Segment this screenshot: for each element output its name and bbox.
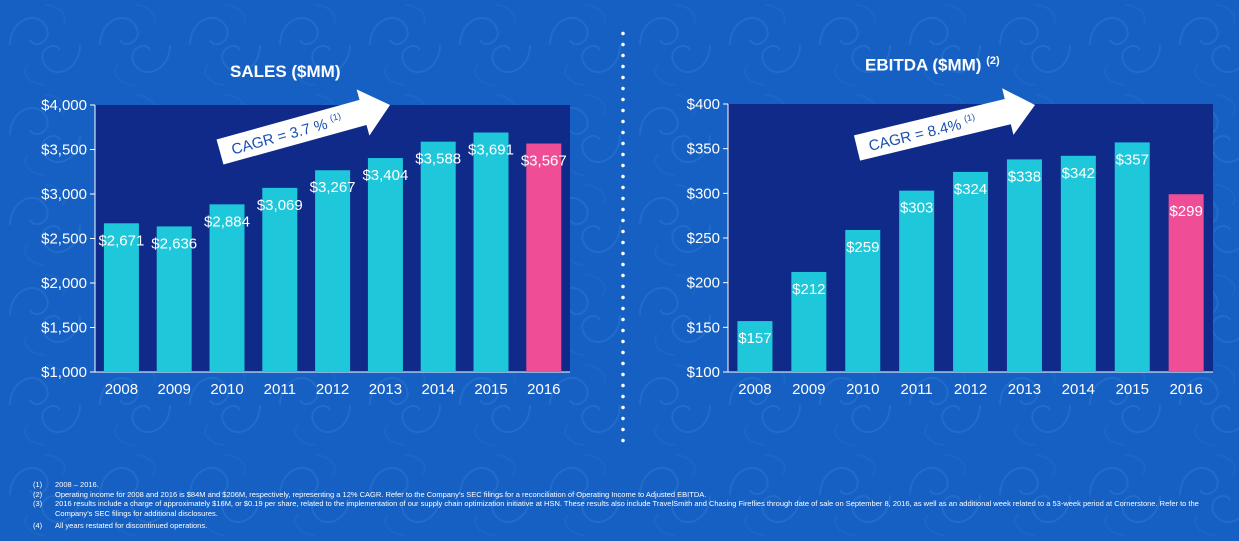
x-tick-label: 2009: [158, 381, 191, 398]
y-tick-label: $2,000: [41, 275, 87, 292]
x-tick-label: 2013: [369, 381, 402, 398]
sales-chart-panel: SALES ($MM) $1,000 $1,500 $2,000 $2,500 $3,0…: [0, 0, 600, 470]
bar-2009: [791, 271, 827, 372]
x-tick-label: 2013: [1008, 381, 1041, 398]
cagr-arrow-shape: [853, 88, 1035, 161]
footnote-number: (1): [33, 480, 43, 489]
footnote-text: 2016 results include a charge of approxi…: [55, 499, 1199, 518]
data-label: $338: [1008, 168, 1041, 185]
x-tick-label: 2010: [210, 381, 243, 398]
bar-2013: [367, 158, 403, 372]
data-label: $3,567: [521, 153, 567, 170]
y-tick-label: $350: [687, 141, 720, 158]
footnote-number: (2): [33, 489, 43, 499]
data-label: $3,588: [415, 151, 461, 168]
footnote-number: (3): [33, 499, 43, 509]
cagr-footnote: (1): [963, 112, 976, 124]
data-label: $357: [1116, 151, 1149, 168]
bar-2010: [209, 204, 245, 372]
footnote-text: Operating income for 2008 and 2016 is $8…: [55, 489, 707, 499]
bar-2012: [953, 171, 989, 372]
data-label: $212: [792, 281, 825, 298]
y-tick-label: $3,500: [41, 142, 87, 159]
ebitda-chart-title: EBITDA ($MM) (2): [865, 55, 1000, 75]
data-label: $3,404: [362, 167, 408, 184]
footnote-number: (4): [33, 521, 43, 531]
data-label: $324: [954, 181, 987, 198]
data-label: $157: [738, 330, 771, 347]
y-tick-label: $2,500: [41, 231, 87, 248]
bar-2013: [1006, 159, 1042, 372]
ebitda-chart-panel: EBITDA ($MM) (2) $100 $150 $200 $250 $300 $35…: [635, 0, 1239, 470]
x-tick-label: 2015: [474, 381, 507, 398]
ebitda-title-footnote: (2): [986, 55, 1000, 67]
y-tick-label: $4,000: [41, 97, 87, 114]
y-tick-label: $250: [687, 230, 720, 247]
footnote-4: (4) All years restated for discontinued …: [33, 521, 1223, 531]
bar-2012: [315, 170, 351, 372]
bar-2009: [156, 226, 192, 372]
y-tick-label: $1,500: [41, 320, 87, 337]
y-tick-label: $3,000: [41, 186, 87, 203]
x-tick-label: 2008: [738, 381, 771, 398]
data-label: $2,636: [151, 235, 197, 252]
bar-2016: [526, 143, 562, 372]
data-label: $3,069: [257, 197, 303, 214]
x-tick-label: 2011: [264, 381, 296, 398]
y-tick-label: $300: [687, 185, 720, 202]
bar-2008: [103, 223, 139, 372]
footnotes: (1) 2008 – 2016. (2) Operating income fo…: [33, 480, 1223, 531]
x-tick-label: 2012: [954, 381, 987, 398]
data-label: $3,691: [468, 142, 514, 159]
x-tick-label: 2011: [901, 381, 933, 398]
bar-2008: [737, 321, 773, 372]
x-tick-label: 2012: [316, 381, 349, 398]
cagr-arrow-shape: [216, 89, 391, 165]
sales-chart: $1,000 $1,500 $2,000 $2,500 $3,000 $3,500 $4,0…: [41, 89, 570, 398]
data-label: $342: [1062, 165, 1095, 182]
footnote-text: All years restated for discontinued oper…: [55, 521, 208, 531]
y-tick-label: $1,000: [41, 364, 87, 381]
data-label: $299: [1169, 203, 1202, 220]
data-label: $2,884: [204, 213, 250, 230]
panel-divider: [621, 28, 625, 448]
bar-2011: [262, 187, 298, 372]
footnote-text: 2008 – 2016.: [55, 480, 99, 489]
footnote-3: (3) 2016 results include a charge of app…: [33, 499, 1223, 518]
x-tick-label: 2008: [105, 381, 138, 398]
ebitda-chart: $100 $150 $200 $250 $300 $350 $400 $157 2008 $212…: [687, 88, 1213, 398]
sales-chart-title: SALES ($MM): [230, 62, 341, 81]
x-tick-label: 2016: [1169, 381, 1202, 398]
x-tick-label: 2010: [846, 381, 879, 398]
bar-2015: [1114, 142, 1150, 372]
footnote-2: (2) Operating income for 2008 and 2016 i…: [33, 490, 1223, 500]
data-label: $259: [846, 239, 879, 256]
bar-2016: [1168, 194, 1204, 372]
footnote-1: (1) 2008 – 2016.: [33, 480, 1223, 490]
y-tick-label: $150: [687, 319, 720, 336]
x-tick-label: 2014: [422, 381, 455, 398]
bar-2014: [1060, 155, 1096, 372]
bar-2011: [899, 190, 935, 372]
y-tick-label: $400: [687, 96, 720, 113]
y-tick-label: $100: [687, 364, 720, 381]
data-label: $3,267: [310, 179, 356, 196]
x-tick-label: 2014: [1062, 381, 1095, 398]
data-label: $2,671: [98, 232, 144, 249]
cagr-footnote: (1): [329, 111, 342, 124]
y-tick-label: $200: [687, 275, 720, 292]
bar-2010: [845, 229, 881, 372]
bar-2015: [473, 132, 509, 372]
x-tick-label: 2009: [792, 381, 825, 398]
data-label: $303: [900, 200, 933, 217]
x-tick-label: 2015: [1116, 381, 1149, 398]
x-tick-label: 2016: [527, 381, 560, 398]
bar-2014: [420, 141, 456, 372]
